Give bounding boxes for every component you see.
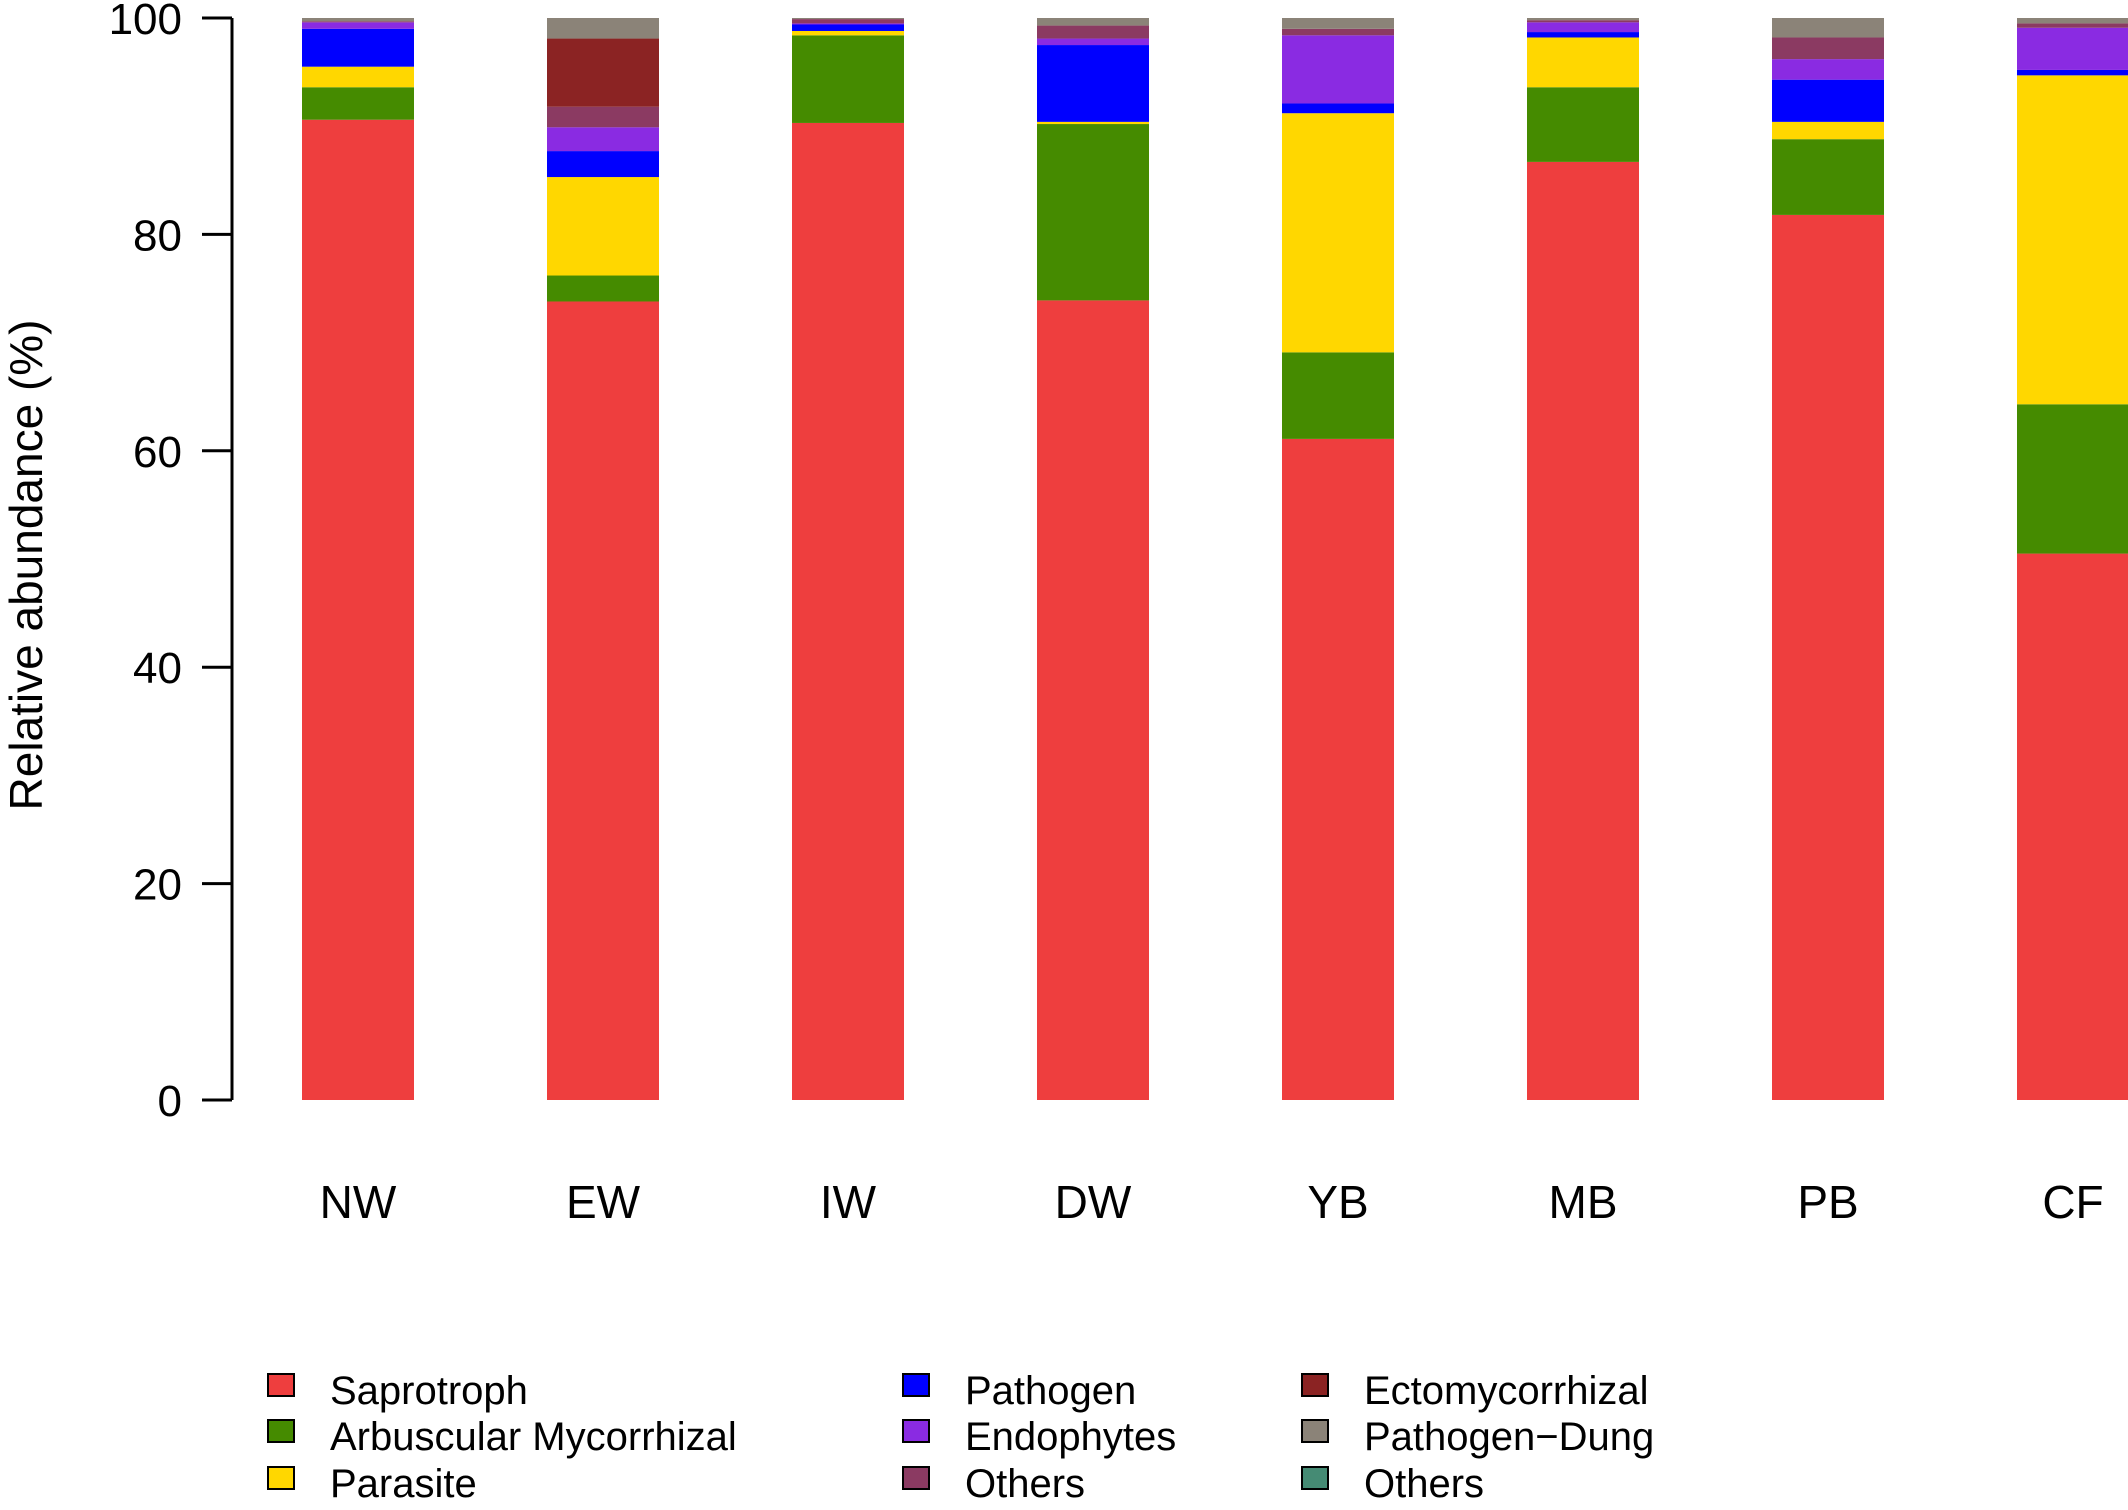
bar-segment (792, 18, 904, 20)
x-tick-label: IW (820, 1176, 877, 1228)
legend-swatch (267, 1466, 295, 1490)
bar-segment (1527, 32, 1639, 38)
y-tick-label: 20 (133, 861, 182, 910)
x-tick-label: EW (566, 1176, 641, 1228)
bar-segment (547, 275, 659, 302)
bar-segment (1527, 87, 1639, 162)
x-tick-label: CF (2042, 1176, 2103, 1228)
bar-segment (2017, 404, 2128, 554)
y-tick-label: 40 (133, 644, 182, 693)
bar-segment (1772, 59, 1884, 80)
bar-segment (547, 301, 659, 1100)
bar-segment (792, 23, 904, 25)
bar-segment (547, 38, 659, 107)
bar-segment (792, 19, 904, 24)
bar-segment (1282, 438, 1394, 1100)
bar-segment (792, 30, 904, 36)
legend-label: Parasite (330, 1462, 477, 1506)
bar-segment (792, 35, 904, 123)
bar-segment (547, 151, 659, 178)
bar-segment (302, 21, 414, 23)
legend-label: Endophytes (965, 1415, 1176, 1459)
bar-segment (1282, 113, 1394, 353)
bar-segment (1282, 18, 1394, 29)
y-tick-label: 60 (133, 428, 182, 477)
bar-segment (1772, 18, 1884, 38)
bar-segment (1772, 37, 1884, 60)
legend-label: Pathogen−Dung (1364, 1415, 1654, 1459)
y-tick-label: 80 (133, 211, 182, 260)
legend-swatch (267, 1373, 295, 1397)
bar-segment (1527, 20, 1639, 23)
bar-segment (547, 106, 659, 128)
bar-segment (1527, 22, 1639, 33)
bar-segment (1282, 35, 1394, 104)
bar-segment (302, 87, 414, 120)
y-axis: 0 20 40 60 80 100 (109, 0, 234, 1126)
bar-segment (2017, 553, 2128, 1100)
legend-label: Others (1364, 1462, 1484, 1506)
legend-label: Pathogen (965, 1369, 1136, 1413)
bar-segment (302, 22, 414, 29)
bar-segment (1037, 45, 1149, 122)
legend-swatch (902, 1373, 930, 1397)
bar-segment (547, 177, 659, 276)
x-tick-label: PB (1797, 1176, 1858, 1228)
bars (302, 18, 2128, 1101)
bar-segment (1772, 214, 1884, 1100)
x-tick-label: YB (1307, 1176, 1368, 1228)
bar-segment (1037, 124, 1149, 301)
bar-segment (302, 28, 414, 67)
legend-swatch (902, 1466, 930, 1490)
bar-segment (2017, 18, 2128, 24)
bar-segment (2017, 27, 2128, 70)
bar-segment (302, 66, 414, 88)
bar-segment (1037, 25, 1149, 39)
bar-segment (1037, 121, 1149, 125)
legend-label: Others (965, 1462, 1085, 1506)
bar-segment (2017, 69, 2128, 76)
legend-label: Ectomycorrhizal (1364, 1369, 1649, 1413)
bar-segment (792, 122, 904, 1101)
legend-swatch (1301, 1419, 1329, 1443)
bar-segment (1772, 79, 1884, 122)
bar-segment (547, 18, 659, 39)
legend-swatch (1301, 1466, 1329, 1490)
legend-label: Arbuscular Mycorrhizal (330, 1415, 737, 1459)
x-tick-label: DW (1055, 1176, 1132, 1228)
bar-segment (1527, 161, 1639, 1100)
bar-segment (1037, 300, 1149, 1101)
x-axis-labels: NW EW IW DW YB MB PB CF (320, 1176, 2104, 1228)
x-tick-label: NW (320, 1176, 397, 1228)
bar-segment (1527, 37, 1639, 88)
bar-segment (1282, 103, 1394, 114)
legend-swatch (1301, 1373, 1329, 1397)
x-tick-label: MB (1549, 1176, 1618, 1228)
legend-swatch (902, 1419, 930, 1443)
bar-segment (2017, 75, 2128, 405)
bar-segment (302, 18, 414, 22)
bar-segment (2017, 23, 2128, 28)
bar-segment (1282, 28, 1394, 36)
bar-segment (1772, 121, 1884, 140)
bar-segment (302, 119, 414, 1100)
y-tick-label: 100 (109, 0, 182, 44)
bar-segment (547, 127, 659, 152)
bar-segment (1037, 18, 1149, 26)
bar-segment (1037, 38, 1149, 46)
bar-segment (792, 24, 904, 31)
y-axis-label: Relative abundance (%) (0, 320, 52, 811)
bar-segment (1527, 18, 1639, 21)
legend-label: Saprotroph (330, 1369, 528, 1413)
bar-segment (1772, 139, 1884, 215)
bar-segment (1282, 352, 1394, 439)
legend-swatch (267, 1419, 295, 1443)
y-tick-label: 0 (158, 1077, 182, 1126)
